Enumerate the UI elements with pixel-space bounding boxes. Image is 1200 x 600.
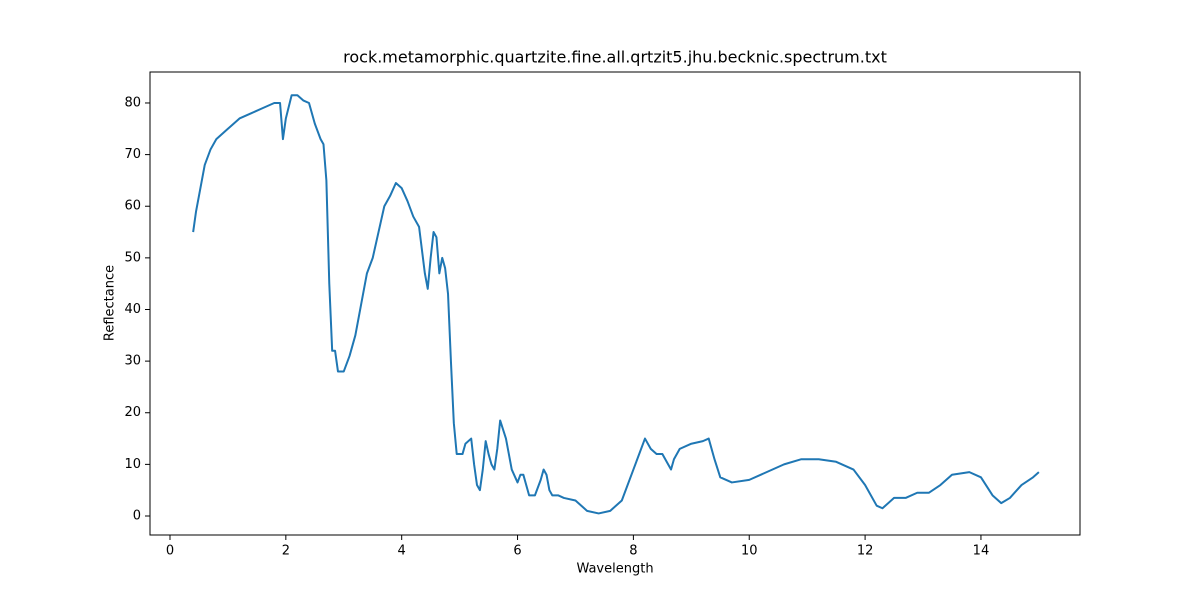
y-tick-label: 40 [124, 302, 141, 317]
y-tick-label: 50 [124, 250, 141, 265]
x-tick-label: 12 [857, 544, 874, 559]
x-tick-label: 10 [741, 544, 758, 559]
x-tick-label: 0 [166, 544, 174, 559]
y-tick-label: 30 [124, 354, 141, 369]
line [192, 94, 1040, 515]
x-tick-label: 2 [282, 544, 290, 559]
y-tick-label: 80 [124, 95, 141, 110]
y-tick-label: 60 [124, 199, 141, 214]
x-tick-label: 14 [973, 544, 990, 559]
plot-frame [149, 71, 1081, 536]
y-tick-label: 70 [124, 147, 141, 162]
y-axis-label: Reflectance [103, 265, 118, 341]
y-tick-label: 10 [124, 457, 141, 472]
chart-title: rock.metamorphic.quartzite.fine.all.qrtz… [343, 48, 887, 67]
x-axis-label: Wavelength [576, 562, 653, 577]
x-tick-label: 8 [629, 544, 637, 559]
y-tick-label: 0 [133, 509, 141, 524]
y-tick-label: 20 [124, 405, 141, 420]
x-tick-label: 4 [398, 544, 406, 559]
x-tick-label: 6 [513, 544, 521, 559]
